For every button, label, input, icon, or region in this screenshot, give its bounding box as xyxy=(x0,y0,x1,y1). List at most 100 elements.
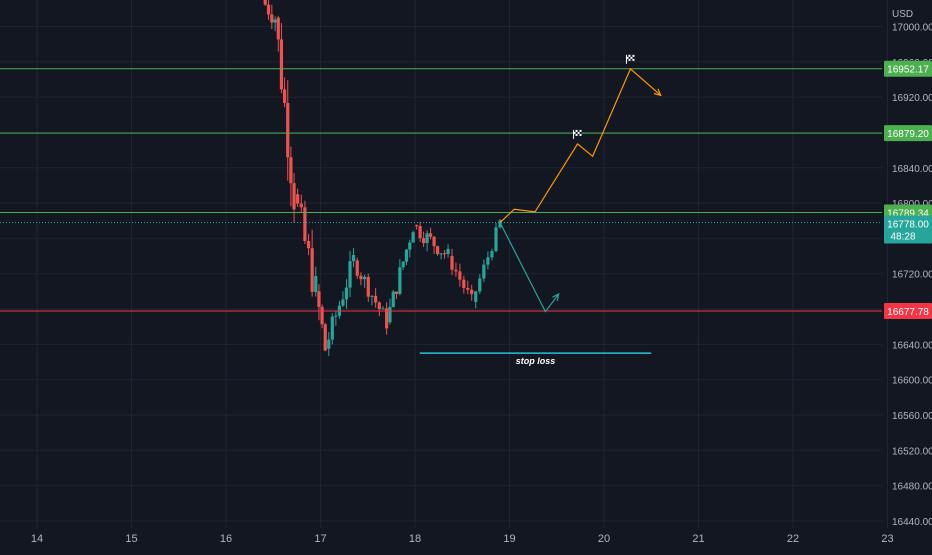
candle-up xyxy=(404,249,409,262)
time-tick-label: 19 xyxy=(503,533,515,545)
candle-down xyxy=(466,288,470,290)
flag-check xyxy=(577,129,580,132)
candle-up xyxy=(330,316,334,340)
candle-down xyxy=(323,324,327,351)
candle-down xyxy=(270,14,274,23)
arrow-head-bearish xyxy=(552,292,560,302)
price-tick-label: 16560.00 xyxy=(892,411,932,422)
flag-check xyxy=(626,58,629,61)
candle-down xyxy=(299,203,303,208)
candle-up xyxy=(381,308,385,310)
level-price-label: 16677.78 xyxy=(887,307,929,318)
candle-up xyxy=(327,339,331,349)
last-price-label: 16778.00 xyxy=(887,220,929,231)
candle-down xyxy=(296,194,300,204)
candle-down xyxy=(359,275,363,280)
candle-down xyxy=(310,248,314,292)
level-price-label: 16952.17 xyxy=(887,65,929,76)
grid-lines xyxy=(0,0,888,528)
flag-check xyxy=(626,54,629,57)
projection-bearish-path[interactable] xyxy=(499,222,560,313)
time-tick-label: 21 xyxy=(692,533,704,545)
candle-up xyxy=(391,291,395,308)
candle-down xyxy=(377,302,381,310)
time-tick-label: 16 xyxy=(220,533,232,545)
candle-up xyxy=(341,299,345,306)
candle-up xyxy=(446,248,450,255)
price-tick-label: 16440.00 xyxy=(892,517,932,528)
candle-down xyxy=(266,4,271,15)
candle-down xyxy=(442,253,447,255)
candle-down xyxy=(317,291,321,307)
candle-down xyxy=(303,207,307,241)
candle-up xyxy=(411,232,415,243)
candle-down xyxy=(394,291,399,294)
candle-up xyxy=(478,278,482,292)
price-tick-label: 16600.00 xyxy=(892,376,932,387)
level-price-tag xyxy=(884,302,932,319)
currency-label: USD xyxy=(892,9,913,20)
candle-up xyxy=(351,255,356,262)
target-flag-icon xyxy=(625,54,635,64)
candle-up xyxy=(398,267,402,294)
flag-check xyxy=(573,133,576,136)
candle-down xyxy=(450,256,454,270)
time-tick-label: 22 xyxy=(787,533,799,545)
stop-loss-label: stop loss xyxy=(516,356,556,366)
candle-down xyxy=(306,240,311,249)
time-tick-label: 17 xyxy=(314,533,326,545)
flag-check xyxy=(628,56,631,59)
candle-countdown: 48:28 xyxy=(890,232,915,243)
time-tick-label: 15 xyxy=(125,533,137,545)
candle-down xyxy=(432,236,436,247)
candle-up xyxy=(273,19,277,23)
candle-down xyxy=(458,271,462,280)
flag-check xyxy=(573,129,576,132)
candle-down xyxy=(366,276,370,297)
candle-down xyxy=(385,308,389,329)
candle-down xyxy=(454,269,458,272)
price-tick-label: 16520.00 xyxy=(892,446,932,457)
candle-down xyxy=(282,89,287,104)
projection-bullish-path[interactable] xyxy=(499,67,662,223)
candle-down xyxy=(292,183,296,210)
time-tick-label: 18 xyxy=(409,533,421,545)
price-levels[interactable]: 16952.17 16879.20 16789.34 16677.78 xyxy=(0,60,932,319)
candle-down xyxy=(289,157,293,184)
target-flag-icon xyxy=(573,129,582,139)
candle-down xyxy=(462,279,466,289)
time-tick-label: 14 xyxy=(31,533,43,545)
candle-down xyxy=(421,238,426,244)
level-price-label: 16789.34 xyxy=(887,208,929,219)
candle-down xyxy=(435,246,440,255)
candle-down xyxy=(428,233,433,237)
candle-up xyxy=(494,227,498,252)
candle-up xyxy=(474,291,478,302)
candle-up xyxy=(370,295,374,297)
level-price-label: 16879.20 xyxy=(887,129,929,140)
candle-up xyxy=(425,233,429,244)
flag-check xyxy=(630,58,633,61)
price-tick-label: 17000.00 xyxy=(892,22,932,33)
price-tick-label: 16920.00 xyxy=(892,93,932,104)
candle-down xyxy=(470,289,474,295)
candle-up xyxy=(388,307,392,323)
candle-down xyxy=(286,103,290,158)
time-tick-label: 20 xyxy=(598,533,610,545)
candle-up xyxy=(348,261,352,288)
candle-down xyxy=(415,225,419,227)
flag-check xyxy=(630,54,633,57)
time-axis[interactable]: 14 15 16 17 18 19 20 21 22 23 xyxy=(31,533,894,545)
candle-up xyxy=(439,253,443,255)
flag-check xyxy=(575,131,578,134)
time-tick-label: 23 xyxy=(881,533,893,545)
level-price-tag xyxy=(884,60,932,77)
candle-up xyxy=(363,276,367,280)
candle-down xyxy=(355,260,359,276)
candle-up xyxy=(486,257,490,265)
candle-down xyxy=(374,295,378,303)
candle-down xyxy=(276,17,280,40)
